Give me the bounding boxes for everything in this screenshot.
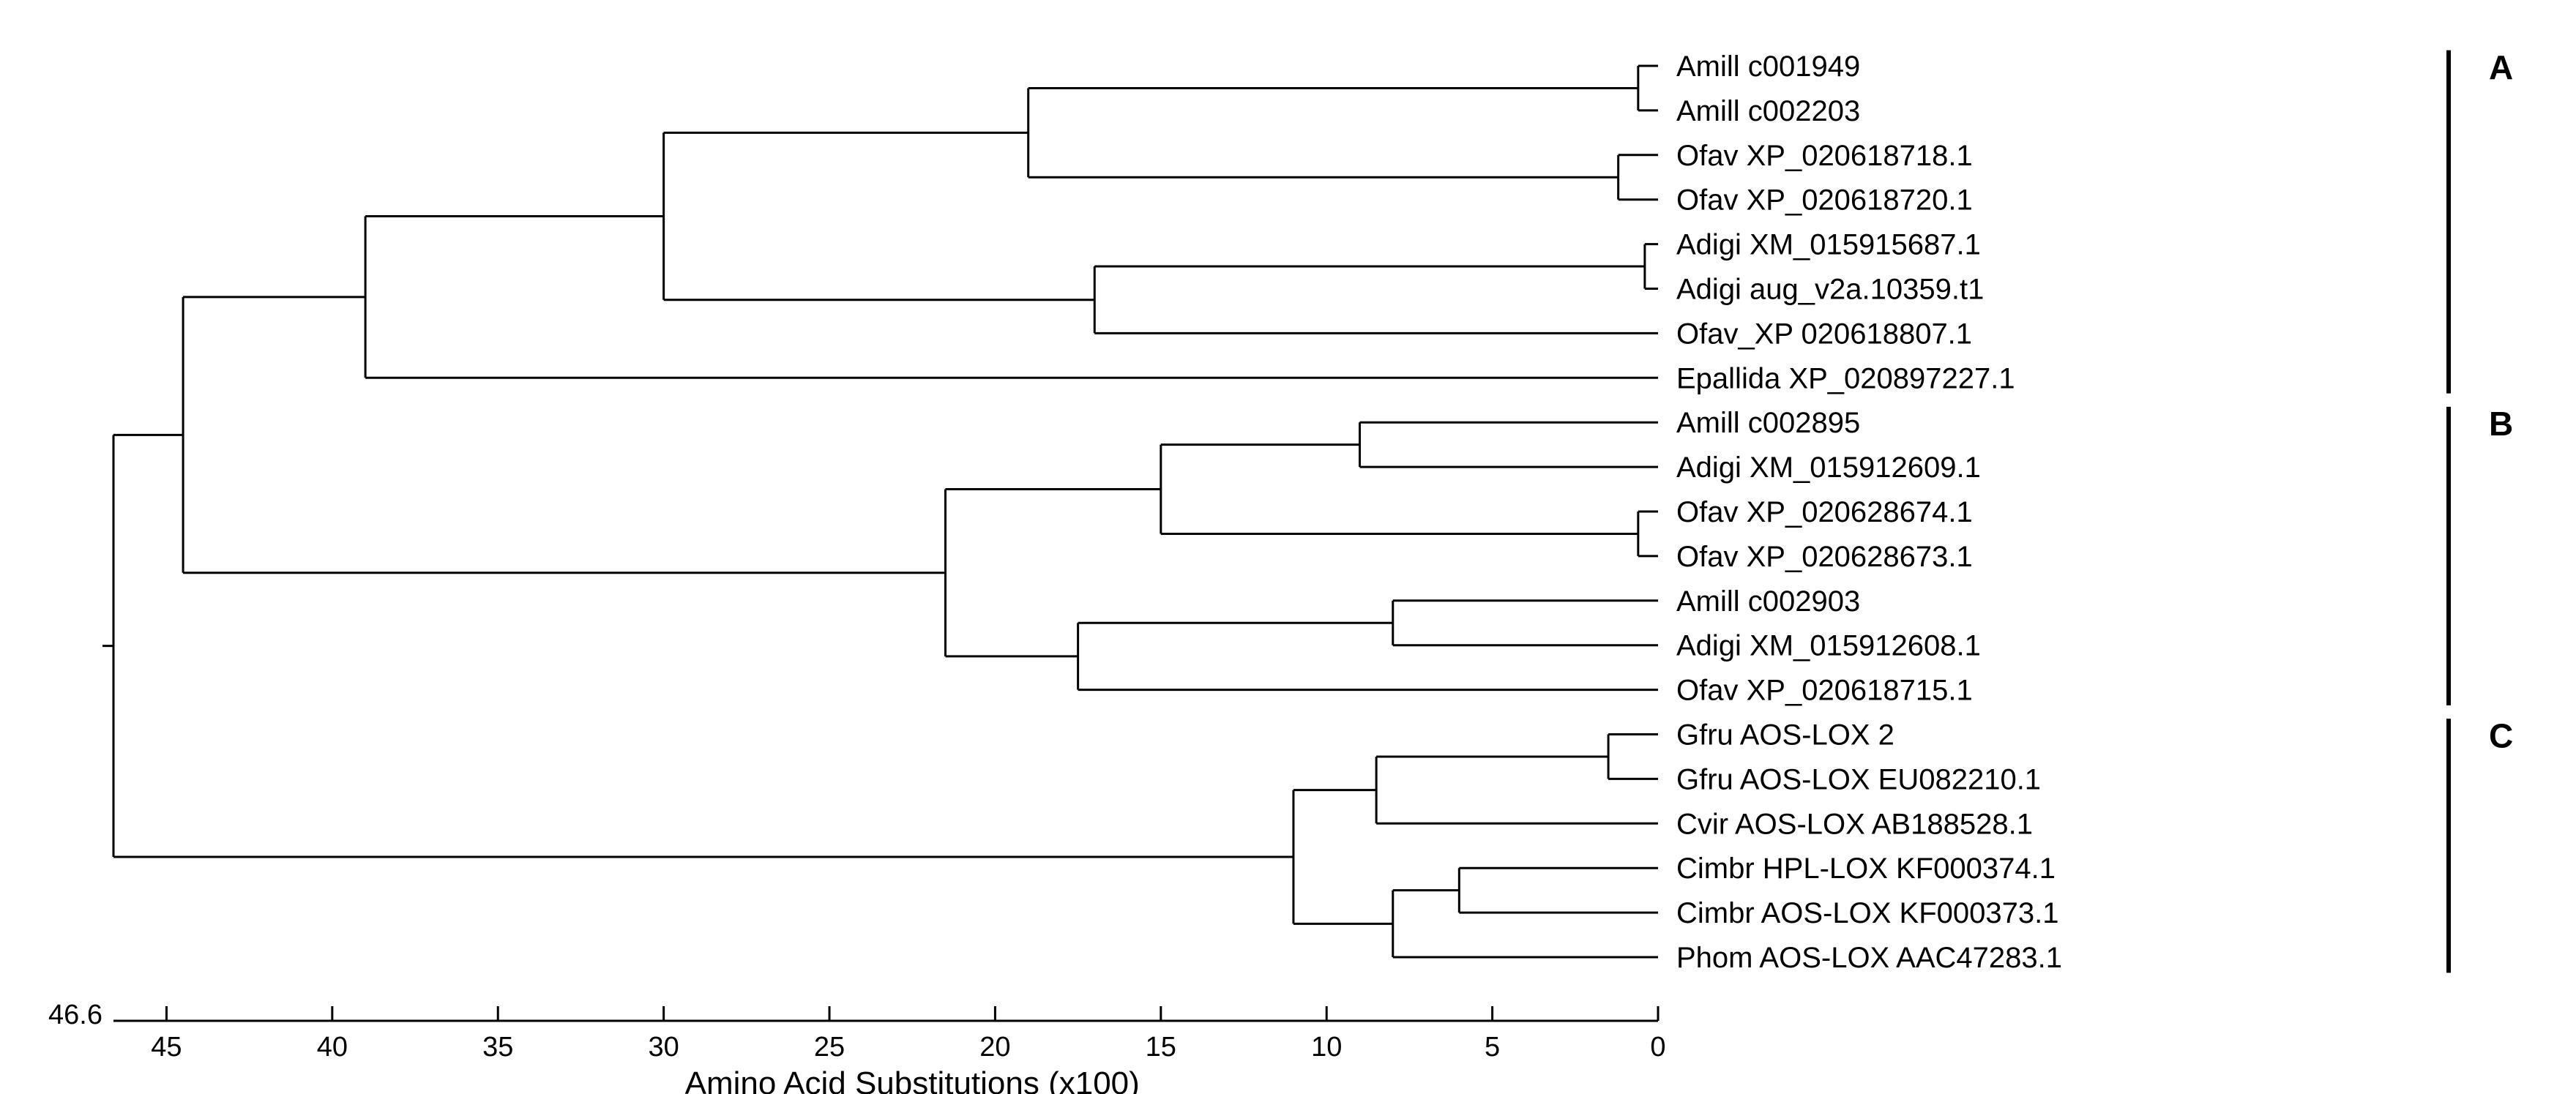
- phylogenetic-tree: Amill c001949 Amill c002203 Ofav XP_020618…: [0, 0, 2576, 1094]
- axis-tick-label: 35: [482, 1032, 513, 1063]
- taxon-labels: Amill c001949 Amill c002203 Ofav XP_020618…: [1676, 50, 2062, 974]
- taxon-label: Amill c002203: [1676, 95, 1860, 127]
- axis-tick-label: 30: [648, 1032, 679, 1063]
- taxon-label: Adigi XM_015912608.1: [1676, 630, 1981, 662]
- taxon-label: Ofav XP_020628673.1: [1676, 541, 1973, 573]
- taxon-label: Cimbr HPL-LOX KF000374.1: [1676, 853, 2056, 885]
- x-axis: 45 40 35 30 25 20 15 10 5 0 46.6 Amino Acid Substit…: [48, 1000, 1666, 1094]
- taxon-label: Epallida XP_020897227.1: [1676, 362, 2015, 394]
- taxon-label: Ofav XP_020618715.1: [1676, 675, 1973, 707]
- axis-root-label: 46.6: [48, 1000, 102, 1030]
- taxon-label: Phom AOS-LOX AAC47283.1: [1676, 942, 2062, 974]
- taxon-label: Cvir AOS-LOX AB188528.1: [1676, 808, 2033, 840]
- clade-annotations: A B C: [2449, 48, 2513, 973]
- tree-branches: [102, 66, 1658, 957]
- axis-tick-label: 45: [151, 1032, 182, 1063]
- taxon-label: Adigi aug_v2a.10359.t1: [1676, 274, 1984, 306]
- taxon-label: Ofav XP_020618718.1: [1676, 140, 1973, 172]
- axis-tick-label: 25: [814, 1032, 845, 1063]
- axis-tick-label: 40: [317, 1032, 348, 1063]
- axis-tick-label: 5: [1485, 1032, 1500, 1063]
- taxon-label: Gfru AOS-LOX EU082210.1: [1676, 763, 2041, 795]
- axis-tick-label: 15: [1146, 1032, 1176, 1063]
- clade-label: B: [2489, 405, 2513, 443]
- taxon-label: Amill c001949: [1676, 50, 1860, 83]
- taxon-label: Gfru AOS-LOX 2: [1676, 719, 1894, 752]
- taxon-label: Adigi XM_015915687.1: [1676, 229, 1981, 261]
- clade-label: C: [2489, 717, 2513, 755]
- taxon-label: Amill c002895: [1676, 407, 1860, 439]
- axis-tick-label: 10: [1311, 1032, 1342, 1063]
- axis-tick-label: 0: [1650, 1032, 1665, 1063]
- taxon-label: Ofav_XP 020618807.1: [1676, 318, 1972, 350]
- axis-title: Amino Acid Substitutions (x100): [685, 1065, 1140, 1094]
- taxon-label: Amill c002903: [1676, 585, 1860, 618]
- axis-tick-label: 20: [979, 1032, 1010, 1063]
- taxon-label: Adigi XM_015912609.1: [1676, 452, 1981, 484]
- taxon-label: Cimbr AOS-LOX KF000373.1: [1676, 897, 2058, 929]
- clade-label: A: [2489, 48, 2513, 86]
- taxon-label: Ofav XP_020628674.1: [1676, 496, 1973, 528]
- taxon-label: Ofav XP_020618720.1: [1676, 184, 1973, 217]
